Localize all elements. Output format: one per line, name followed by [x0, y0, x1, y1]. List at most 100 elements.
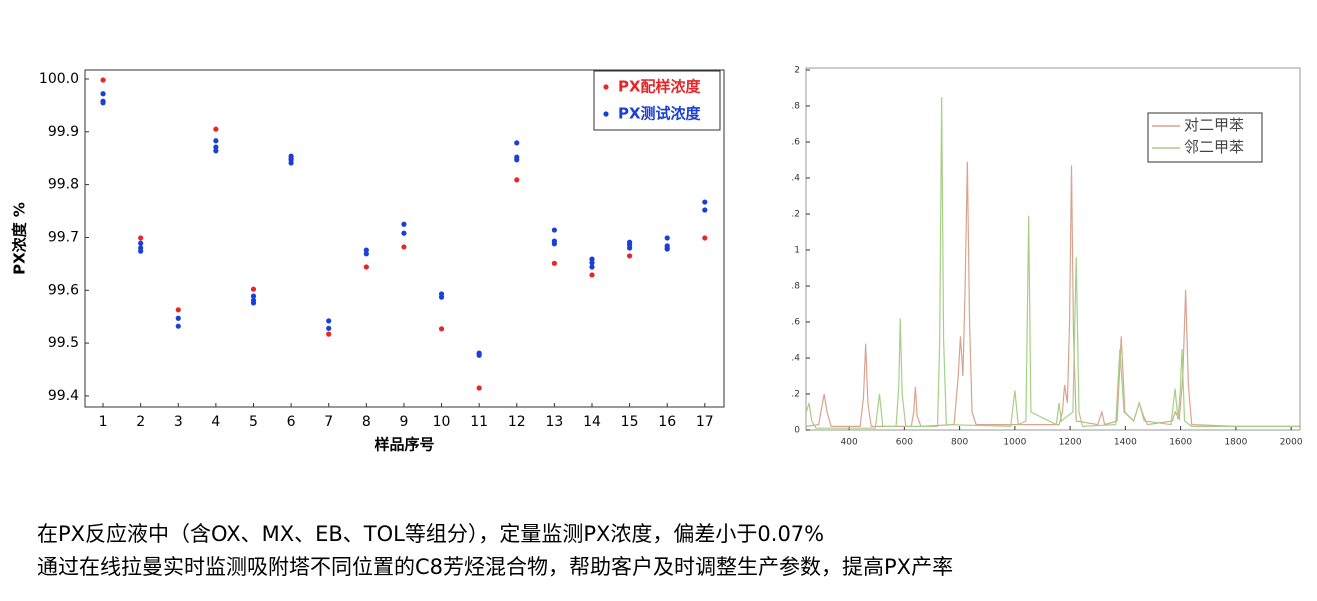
y-tick-label: 99.5	[48, 335, 79, 351]
point	[514, 140, 520, 146]
point	[589, 256, 595, 262]
series-line	[806, 161, 1300, 428]
legend-label: 对二甲苯	[1184, 116, 1244, 134]
point	[702, 235, 708, 241]
x-tick-label: 10	[433, 414, 451, 430]
y-tick-label: 99.7	[48, 229, 79, 245]
point	[438, 326, 445, 332]
y-tick-label: .8	[791, 101, 800, 111]
point	[213, 144, 219, 150]
point	[175, 307, 181, 313]
x-tick-label: 1000	[1003, 438, 1026, 448]
point	[326, 318, 332, 324]
point	[664, 235, 670, 241]
y-tick-label: 99.4	[48, 388, 79, 404]
x-tick-label: 13	[545, 414, 563, 430]
point	[138, 240, 144, 246]
point	[250, 293, 257, 299]
point	[664, 246, 670, 252]
y-tick-label: .2	[791, 209, 800, 219]
point	[100, 100, 106, 106]
y-tick-label: 100.0	[39, 71, 79, 87]
y-tick-label: 2	[794, 65, 800, 75]
point	[514, 177, 520, 183]
x-tick-label: 1200	[1059, 438, 1082, 448]
point	[551, 241, 557, 247]
legend-label: 邻二甲苯	[1184, 138, 1244, 156]
x-tick-label: 800	[951, 438, 968, 448]
point	[363, 247, 369, 253]
x-tick-label: 2	[136, 414, 145, 430]
plot-frame	[805, 67, 1301, 431]
y-tick-label: 0	[794, 426, 800, 436]
point	[438, 294, 445, 300]
point	[626, 245, 633, 251]
point	[401, 221, 407, 227]
point	[213, 148, 219, 154]
x-tick-label: 5	[249, 414, 258, 430]
point	[514, 157, 520, 163]
y-tick-label: .4	[791, 173, 800, 183]
point	[175, 315, 181, 321]
point	[589, 264, 595, 270]
y-tick-label: .6	[791, 137, 800, 147]
caption-line: 通过在线拉曼实时监测吸附塔不同位置的C8芳烃混合物，帮助客户及时调整生产参数，提…	[37, 555, 954, 579]
y-tick-label: 99.6	[48, 282, 79, 298]
point	[213, 126, 219, 132]
legend-box	[593, 70, 721, 131]
point	[326, 331, 332, 337]
y-tick-label: .6	[791, 317, 800, 327]
y-tick-label: .4	[791, 353, 800, 363]
point	[138, 248, 144, 254]
point	[401, 244, 407, 250]
x-tick-label: 16	[658, 414, 676, 430]
point	[326, 325, 332, 331]
x-tick-label: 9	[399, 414, 408, 430]
point	[589, 260, 595, 266]
x-tick-label: 4	[211, 414, 220, 430]
x-tick-label: 7	[324, 414, 333, 430]
y-tick-label: 99.9	[48, 124, 79, 140]
point	[100, 77, 106, 83]
point	[702, 199, 708, 205]
x-axis-label: 样品序号	[374, 436, 434, 454]
legend-swatch	[603, 84, 609, 90]
point	[702, 207, 708, 213]
x-tick-label: 15	[621, 414, 639, 430]
point	[363, 264, 369, 270]
y-tick-label: .8	[791, 281, 800, 291]
point	[626, 253, 633, 259]
x-tick-label: 2000	[1280, 438, 1303, 448]
x-tick-label: 1600	[1169, 438, 1192, 448]
x-tick-label: 14	[583, 414, 601, 430]
x-tick-label: 3	[174, 414, 183, 430]
x-tick-label: 400	[841, 438, 858, 448]
caption-line: 在PX反应液中（含OX、MX、EB、TOL等组分），定量监测PX浓度，偏差小于0…	[37, 522, 825, 546]
point	[551, 227, 557, 233]
legend-label: PX配样浓度	[618, 78, 702, 96]
x-tick-label: 12	[508, 414, 526, 430]
series-line	[805, 96, 1300, 429]
point	[363, 251, 369, 257]
point	[100, 91, 106, 97]
point	[138, 235, 144, 241]
point	[476, 352, 482, 358]
point	[250, 286, 257, 292]
x-tick-label: 600	[896, 438, 913, 448]
y-axis-label: PX浓度 %	[11, 202, 29, 275]
y-tick-label: 99.8	[48, 177, 79, 193]
legend-box	[1147, 112, 1263, 163]
x-tick-label: 11	[470, 414, 488, 430]
point	[401, 230, 407, 236]
point	[551, 260, 557, 266]
point	[288, 160, 294, 166]
x-tick-label: 8	[362, 414, 371, 430]
legend-label: PX测试浓度	[618, 105, 702, 123]
point	[589, 272, 595, 278]
x-tick-label: 17	[696, 414, 714, 430]
y-tick-label: .2	[791, 389, 800, 399]
legend-swatch	[603, 111, 609, 117]
point	[250, 300, 257, 306]
